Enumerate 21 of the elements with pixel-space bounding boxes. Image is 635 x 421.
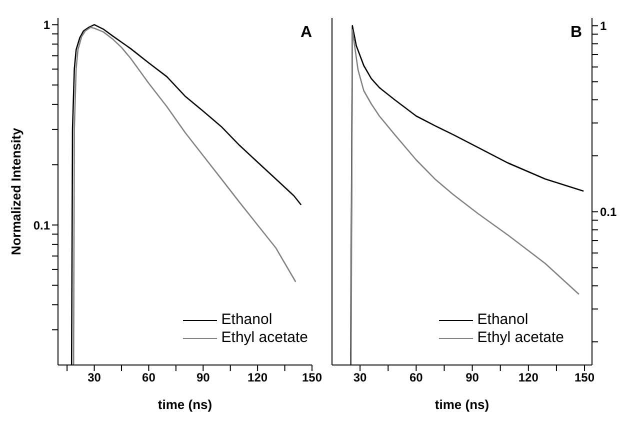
x-tick-label: 60 bbox=[409, 370, 424, 385]
x-tick-label: 90 bbox=[196, 370, 210, 385]
y2-tick-label: 0.1 bbox=[600, 204, 618, 219]
x-axis-title: time (ns) bbox=[158, 397, 212, 412]
legend-label: Ethyl acetate bbox=[221, 329, 308, 347]
annotation: B bbox=[570, 24, 582, 42]
x-tick-label: 30 bbox=[353, 370, 368, 385]
legend-label: Ethanol bbox=[477, 311, 528, 329]
x-tick-label: 150 bbox=[302, 370, 322, 385]
y-axis-title: Normalized Intensity bbox=[8, 127, 24, 256]
x-tick-label: 120 bbox=[248, 370, 268, 385]
legend-label: Ethyl acetate bbox=[477, 329, 564, 347]
x-tick-label: 30 bbox=[88, 370, 102, 385]
x-tick-label: 150 bbox=[574, 370, 595, 385]
x-tick-label: 90 bbox=[466, 370, 480, 385]
y2-tick-label: 1 bbox=[600, 18, 607, 33]
annotation: A bbox=[300, 24, 312, 42]
legend-label: Ethanol bbox=[221, 311, 272, 329]
x-tick-label: 60 bbox=[142, 370, 156, 385]
x-tick-label: 120 bbox=[518, 370, 539, 385]
x-axis-title: time (ns) bbox=[434, 397, 490, 412]
